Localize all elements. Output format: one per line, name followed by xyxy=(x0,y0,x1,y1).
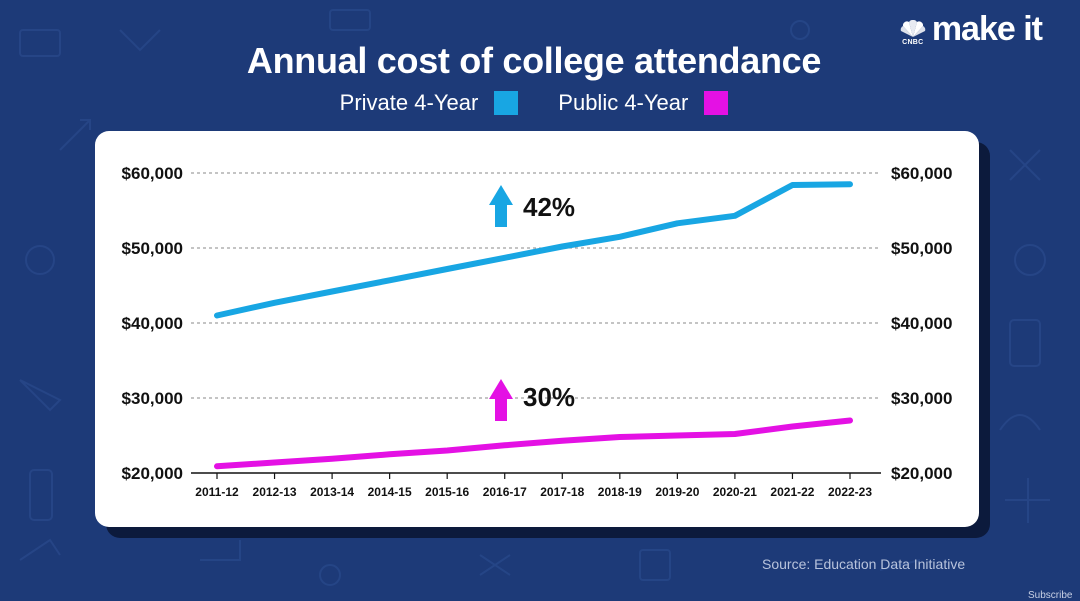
x-tick-label-2020-21: 2020-21 xyxy=(713,485,757,499)
up-arrow-icon-private xyxy=(489,185,513,227)
data-point-public-2016-17 xyxy=(503,443,507,447)
x-tick-label-2019-20: 2019-20 xyxy=(655,485,699,499)
source-note: Source: Education Data Initiative xyxy=(762,556,966,572)
data-point-private-2013-14 xyxy=(330,290,334,293)
x-tick-label-2016-17: 2016-17 xyxy=(483,485,527,499)
data-point-public-2019-20 xyxy=(675,434,679,437)
legend: Private 4-Year Public 4-Year xyxy=(0,90,1068,116)
line-chart: $20,000 $20,000 $30,000 $30,000 $40,000 $40,0… xyxy=(122,164,953,499)
y-tick-label-right-40000: $40,000 xyxy=(891,314,952,333)
y-tick-label-left-50000: $50,000 xyxy=(122,239,183,258)
data-point-private-2014-15 xyxy=(388,278,392,282)
x-tick-label-2017-18: 2017-18 xyxy=(540,485,584,499)
annotation-public: 30% xyxy=(523,382,575,412)
y-tick-label-right-50000: $50,000 xyxy=(891,239,952,258)
x-tick-label-2012-13: 2012-13 xyxy=(253,485,297,499)
data-point-private-2017-18 xyxy=(560,245,564,248)
data-point-private-2019-20 xyxy=(675,221,679,225)
data-point-private-2011-12 xyxy=(215,314,219,317)
data-point-public-2020-21 xyxy=(733,432,737,436)
data-point-private-2016-17 xyxy=(503,256,507,260)
logo-brand-text: make it xyxy=(931,10,1043,48)
data-point-public-2015-16 xyxy=(445,449,449,452)
legend-label-private: Private 4-Year xyxy=(339,90,479,115)
data-point-public-2017-18 xyxy=(560,439,564,443)
data-point-private-2012-13 xyxy=(273,301,277,305)
x-tick-label-2011-12: 2011-12 xyxy=(195,485,239,499)
x-tick-label-2013-14: 2013-14 xyxy=(310,485,354,499)
annotation-private: 42% xyxy=(523,192,575,222)
y-tick-label-right-30000: $30,000 xyxy=(891,389,952,408)
data-point-private-2018-19 xyxy=(618,235,622,239)
y-tick-label-left-20000: $20,000 xyxy=(122,464,183,483)
data-point-private-2015-16 xyxy=(445,267,449,271)
legend-label-public: Public 4-Year xyxy=(558,90,689,115)
data-point-public-2022-23 xyxy=(848,419,852,422)
peacock-icon xyxy=(900,20,926,37)
up-arrow-icon-public xyxy=(489,379,513,421)
data-point-private-2022-23 xyxy=(848,182,852,186)
legend-swatch-private xyxy=(494,91,519,115)
peacock-logo: CNBC xyxy=(900,20,926,46)
cnbc-make-it-logo: CNBC make it xyxy=(900,10,1043,48)
data-point-public-2018-19 xyxy=(618,435,622,439)
y-tick-label-right-60000: $60,000 xyxy=(891,164,952,183)
data-point-public-2013-14 xyxy=(330,457,334,461)
logo-network-text: CNBC xyxy=(902,39,924,46)
subscribe-text: Subscribe xyxy=(1028,590,1073,601)
x-tick-label-2015-16: 2015-16 xyxy=(425,485,469,499)
legend-item-public: Public 4-Year xyxy=(558,90,729,116)
chart-title: Annual cost of college attendance xyxy=(246,40,822,81)
data-point-public-2014-15 xyxy=(388,452,392,456)
chart-card: $20,000 $20,000 $30,000 $30,000 $40,000 $40,0… xyxy=(95,131,979,527)
y-tick-label-left-60000: $60,000 xyxy=(122,164,183,183)
data-point-public-2021-22 xyxy=(790,425,794,428)
x-tick-label-2018-19: 2018-19 xyxy=(598,485,642,499)
data-point-public-2012-13 xyxy=(273,461,277,464)
series-line-private xyxy=(214,181,853,319)
x-tick-label-2021-22: 2021-22 xyxy=(770,485,814,499)
data-point-private-2020-21 xyxy=(733,214,737,218)
y-tick-label-left-30000: $30,000 xyxy=(122,389,183,408)
y-tick-label-left-40000: $40,000 xyxy=(122,314,183,333)
x-tick-label-2022-23: 2022-23 xyxy=(828,485,872,499)
data-point-public-2011-12 xyxy=(215,464,219,468)
legend-item-private: Private 4-Year xyxy=(340,90,519,116)
y-tick-label-right-20000: $20,000 xyxy=(891,464,952,483)
legend-swatch-public xyxy=(704,91,729,115)
data-point-private-2021-22 xyxy=(790,183,794,187)
series-line-public xyxy=(214,417,853,470)
x-tick-label-2014-15: 2014-15 xyxy=(368,485,412,499)
